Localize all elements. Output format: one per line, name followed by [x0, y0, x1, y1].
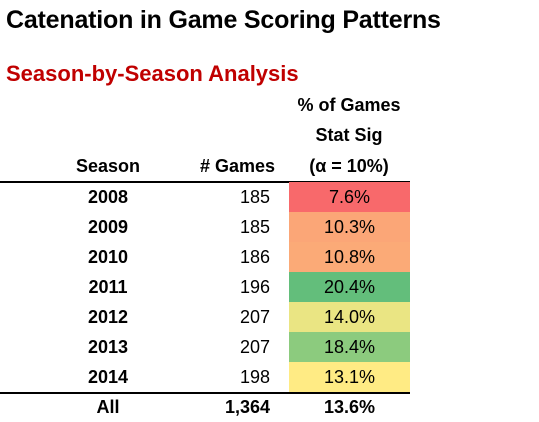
- games-cell: 207: [239, 337, 270, 357]
- total-pct-cell: 13.6%: [323, 397, 376, 417]
- page-title: Catenation in Game Scoring Patterns: [6, 6, 441, 34]
- table-row: 2011 196 20.4%: [0, 272, 410, 302]
- total-games-cell: 1,364: [224, 397, 270, 417]
- pct-cell: 10.8%: [289, 242, 410, 272]
- pct-cell: 20.4%: [289, 272, 410, 302]
- header-pct-line3: (α = 10%): [309, 156, 389, 176]
- season-cell: 2010: [87, 247, 129, 267]
- table-row: 2014 198 13.1%: [0, 362, 410, 392]
- table-row: 2009 185 10.3%: [0, 212, 410, 242]
- pct-cell: 14.0%: [289, 302, 410, 332]
- season-cell: 2008: [87, 187, 129, 207]
- games-cell: 185: [239, 217, 270, 237]
- header-pct-line1: % of Games: [297, 95, 401, 115]
- games-cell: 207: [239, 307, 270, 327]
- table-row: 2008 185 7.6%: [0, 182, 410, 212]
- games-cell: 185: [239, 187, 270, 207]
- season-cell: 2011: [88, 277, 128, 297]
- total-row: All 1,364 13.6%: [0, 392, 410, 422]
- page-subtitle: Season-by-Season Analysis: [6, 61, 299, 86]
- table-row: 2013 207 18.4%: [0, 332, 410, 362]
- table-row: 2012 207 14.0%: [0, 302, 410, 332]
- season-cell: 2012: [87, 307, 129, 327]
- games-cell: 186: [239, 247, 270, 267]
- header-rule: [0, 181, 410, 183]
- header-games: # Games: [200, 156, 276, 176]
- season-cell: 2009: [87, 217, 129, 237]
- season-cell: 2013: [87, 337, 129, 357]
- header-pct-line2: Stat Sig: [315, 125, 383, 145]
- pct-cell: 13.1%: [289, 362, 410, 392]
- total-rule: [0, 392, 410, 394]
- season-cell: 2014: [87, 367, 129, 387]
- table-row: 2010 186 10.8%: [0, 242, 410, 272]
- pct-cell: 18.4%: [289, 332, 410, 362]
- pct-cell: 10.3%: [289, 212, 410, 242]
- games-cell: 198: [239, 367, 270, 387]
- games-cell: 196: [239, 277, 270, 297]
- pct-cell: 7.6%: [289, 182, 410, 212]
- total-season-cell: All: [96, 397, 120, 417]
- header-season: Season: [75, 156, 141, 176]
